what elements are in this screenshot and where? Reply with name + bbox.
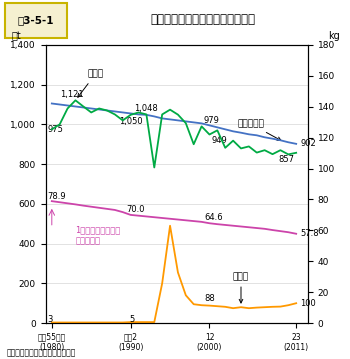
Text: 70.0: 70.0 [127,205,145,214]
Text: 図3-5-1: 図3-5-1 [18,15,54,25]
Text: kg: kg [328,31,340,41]
Text: 米の生産量、消費仕向量等の推移: 米の生産量、消費仕向量等の推移 [150,13,256,26]
Text: 902: 902 [300,139,316,148]
Text: 949: 949 [212,136,228,145]
Text: 100: 100 [300,299,316,308]
Text: 64.6: 64.6 [204,214,223,223]
Text: 88: 88 [204,294,215,303]
Text: （右目盛）: （右目盛） [76,236,100,245]
Text: 消費仕向量: 消費仕向量 [237,119,281,140]
Text: 857: 857 [279,155,295,164]
Text: 資料：農林水産省「食料需給表」: 資料：農林水産省「食料需給表」 [7,348,76,357]
Text: 1,048: 1,048 [135,104,158,113]
Text: 3: 3 [47,315,52,324]
Text: 5: 5 [129,314,134,323]
Text: 1,050: 1,050 [119,117,142,126]
Text: 78.9: 78.9 [47,192,66,201]
FancyBboxPatch shape [5,3,66,38]
Text: 輸入量: 輸入量 [233,272,249,303]
Text: 1人当たり供給数量: 1人当たり供給数量 [76,225,121,234]
Text: 57.8: 57.8 [300,229,319,238]
Text: 1,121: 1,121 [60,89,83,98]
Text: 979: 979 [204,116,220,125]
Text: 万t: 万t [11,31,21,41]
Text: 975: 975 [47,125,63,134]
Text: 生産量: 生産量 [78,70,103,97]
